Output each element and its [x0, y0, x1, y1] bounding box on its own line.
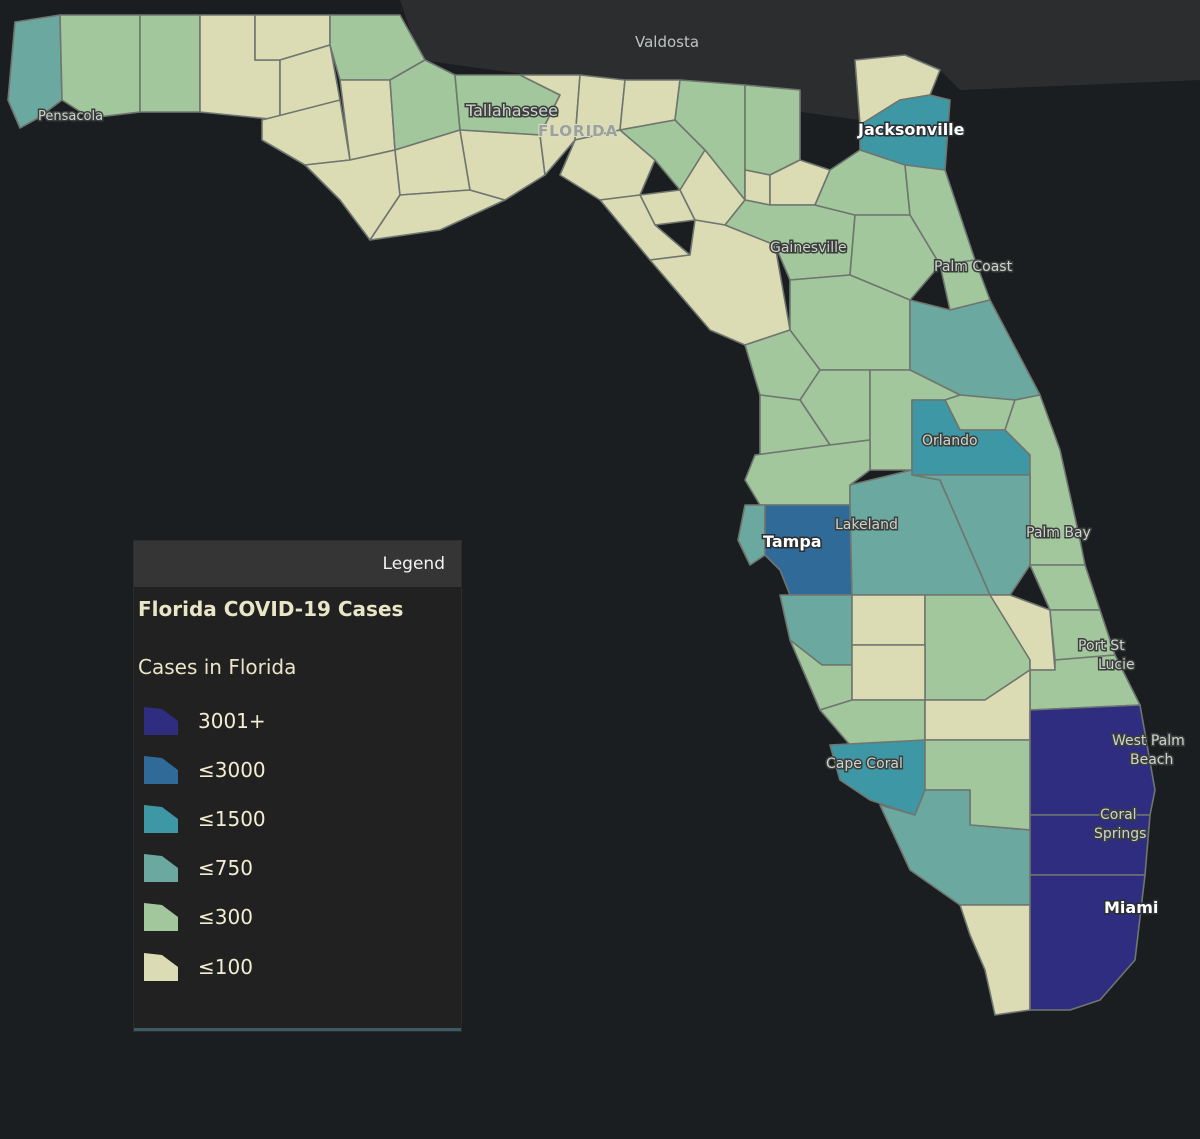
county-hardee[interactable] — [851, 594, 926, 646]
legend-label: 3001+ — [198, 709, 266, 733]
county-union[interactable] — [744, 169, 771, 206]
label-tampa: Tampa — [763, 532, 822, 551]
label-lakeland: Lakeland — [835, 517, 898, 533]
county-collier[interactable] — [879, 789, 1031, 906]
county-putnam[interactable] — [849, 214, 941, 301]
county-calhoun[interactable] — [339, 79, 396, 161]
county-okaloosa[interactable] — [139, 14, 201, 113]
legend-item-le-3000: ≤3000 — [142, 752, 266, 788]
legend-swatch-3001-plus-icon — [144, 707, 178, 735]
legend-label: ≤750 — [198, 856, 253, 880]
label-state: FLORIDA — [538, 122, 618, 140]
legend-item-3001-plus: 3001+ — [142, 703, 266, 739]
label-gainesville: Gainesville — [770, 240, 847, 256]
map-labels: Valdosta Pensacola Tallahassee FLORIDA J… — [37, 32, 1187, 919]
label-tallahassee: Tallahassee — [465, 101, 558, 120]
legend-swatch-le-300-icon — [144, 903, 178, 931]
county-baker[interactable] — [744, 84, 801, 176]
county-santa-rosa[interactable] — [59, 14, 141, 119]
county-glades[interactable] — [924, 669, 1031, 741]
label-miami: Miami — [1104, 898, 1158, 917]
legend-title: Florida COVID-19 Cases — [138, 597, 404, 621]
county-desoto[interactable] — [851, 644, 926, 701]
legend-swatch-le-3000-icon — [144, 756, 178, 784]
legend-item-le-300: ≤300 — [142, 899, 253, 935]
legend-item-le-1500: ≤1500 — [142, 801, 266, 837]
county-miami-dade[interactable] — [1029, 874, 1146, 1011]
legend-header[interactable]: Legend — [134, 541, 461, 587]
label-coral-springs-1: Coral — [1100, 807, 1137, 823]
label-palm-bay: Palm Bay — [1026, 525, 1091, 541]
label-palm-coast: Palm Coast — [934, 259, 1013, 275]
legend-label: ≤300 — [198, 905, 253, 929]
county-pinellas[interactable] — [737, 504, 766, 566]
label-port-st-lucie-2: Lucie — [1098, 657, 1135, 673]
legend-swatch-le-750-icon — [144, 854, 178, 882]
legend-label: ≤3000 — [198, 758, 266, 782]
county-wakulla[interactable] — [459, 129, 546, 201]
label-pensacola: Pensacola — [38, 109, 103, 124]
legend-label: ≤1500 — [198, 807, 266, 831]
counties — [7, 14, 1156, 1016]
label-west-palm-beach-1: West Palm — [1112, 733, 1185, 749]
label-coral-springs-2: Springs — [1094, 826, 1146, 842]
legend-item-le-100: ≤100 — [142, 949, 253, 985]
label-orlando: Orlando — [922, 433, 978, 449]
county-dixie[interactable] — [599, 194, 691, 261]
label-valdosta: Valdosta — [635, 33, 699, 51]
legend-subtitle: Cases in Florida — [138, 655, 297, 679]
label-west-palm-beach-2: Beach — [1130, 752, 1173, 768]
label-jacksonville: Jacksonville — [857, 120, 965, 139]
legend-swatch-le-100-icon — [144, 953, 178, 981]
label-cape-coral: Cape Coral — [826, 756, 903, 772]
legend-swatch-le-1500-icon — [144, 805, 178, 833]
county-broward[interactable] — [1029, 814, 1151, 876]
georgia-alabama-land — [0, 0, 1200, 120]
legend-panel: Legend Florida COVID-19 Cases Cases in F… — [134, 541, 461, 1031]
legend-item-le-750: ≤750 — [142, 850, 253, 886]
county-palm-beach[interactable] — [1029, 704, 1156, 816]
legend-scroll-bar[interactable] — [134, 1028, 461, 1031]
legend-label: ≤100 — [198, 955, 253, 979]
label-port-st-lucie-1: Port St — [1078, 638, 1125, 654]
county-franklin[interactable] — [369, 189, 506, 241]
